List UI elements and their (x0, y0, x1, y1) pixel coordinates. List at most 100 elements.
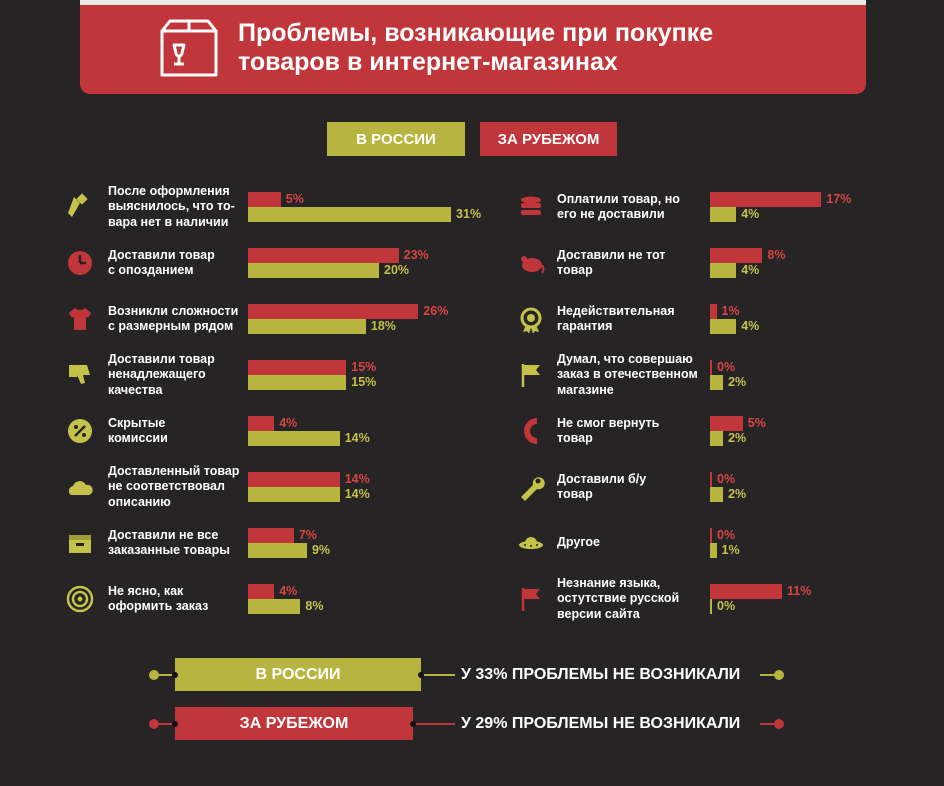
bar-russia (710, 207, 737, 222)
summary-abroad-line-left (154, 723, 175, 725)
bar-abroad (710, 528, 712, 543)
category-label: Незнание языка, остутствие русской верси… (557, 575, 680, 621)
bar-russia (710, 375, 724, 390)
summary-russia-node (172, 672, 178, 678)
magnet-icon (524, 418, 538, 444)
ufo-icon (519, 537, 543, 549)
bar-abroad (248, 528, 294, 543)
value-label-russia: 0% (717, 599, 736, 613)
bar-abroad (710, 472, 712, 487)
clock-icon (68, 251, 92, 275)
value-label-russia: 20% (384, 263, 410, 277)
value-label-abroad: 0% (717, 472, 736, 486)
bar-russia (710, 431, 724, 446)
value-label-abroad: 4% (279, 584, 298, 598)
page-title: Проблемы, возникающие при покупке товаро… (238, 19, 714, 76)
category-label: Не ясно, как оформить заказ (108, 583, 209, 614)
value-label-russia: 2% (728, 431, 747, 445)
bar-abroad (248, 248, 399, 263)
category-label: Доставили не все заказанные товары (108, 527, 230, 558)
bar-russia (710, 487, 724, 502)
bar-abroad (248, 304, 419, 319)
value-label-abroad: 1% (721, 304, 740, 318)
value-label-abroad: 11% (787, 584, 812, 598)
header-banner: Проблемы, возникающие при покупке товаро… (80, 5, 866, 94)
value-label-russia: 9% (311, 543, 331, 557)
summary-russia-label: В РОССИИ (175, 658, 421, 691)
summary-abroad-line-right (413, 723, 455, 725)
summary-abroad-dot-left (149, 719, 159, 729)
value-label-russia: 15% (351, 375, 377, 389)
value-label-abroad: 4% (279, 416, 298, 430)
bar-russia (248, 375, 347, 390)
value-label-abroad: 5% (285, 192, 304, 206)
value-label-russia: 4% (741, 319, 760, 333)
category-label: Возникли сложности с размерным рядом (108, 303, 239, 334)
target-icon (66, 585, 94, 613)
value-label-russia: 4% (741, 263, 760, 277)
flag-icon (521, 364, 540, 387)
category-label: Доставили не тот товар (557, 247, 666, 278)
value-label-russia: 18% (370, 319, 396, 333)
summary-abroad-label: ЗА РУБЕЖОМ (175, 707, 413, 740)
tshirt-icon (69, 308, 91, 330)
value-label-abroad: 26% (423, 304, 449, 318)
bar-abroad (248, 360, 347, 375)
summary-abroad-node (172, 721, 178, 727)
value-label-russia: 1% (721, 543, 740, 557)
summary-russia-dot-left (149, 670, 159, 680)
bar-russia (710, 263, 737, 278)
bar-russia (248, 207, 452, 222)
legend-russia: В РОССИИ (327, 122, 465, 156)
category-label: Другое (557, 535, 600, 550)
summary-abroad-line-end (760, 723, 778, 725)
bar-abroad (248, 416, 275, 431)
value-label-abroad: 5% (747, 416, 766, 430)
legend-abroad: ЗА РУБЕЖОМ (480, 122, 617, 156)
thumbs-down-icon (69, 365, 90, 384)
summary-russia-line-right (421, 674, 455, 676)
category-label: Оплатили товар, но его не доставили (557, 191, 680, 222)
value-label-russia: 14% (344, 431, 370, 445)
category-label: Доставили б/у товар (557, 471, 647, 502)
bar-abroad (710, 304, 717, 319)
box-icon (69, 535, 91, 553)
bar-abroad (248, 472, 340, 487)
value-label-abroad: 7% (298, 528, 317, 542)
category-label: Доставили товар ненадлежащего качества (108, 351, 215, 397)
bar-abroad (710, 584, 783, 599)
summary-russia-node-right (418, 672, 424, 678)
category-label: Доставили товар с опозданием (108, 247, 215, 278)
category-label: Думал, что совершаю заказ в отечественно… (557, 351, 698, 397)
flashlight-icon (68, 193, 88, 217)
bar-abroad (710, 248, 763, 263)
category-label: Скрытые комиссии (108, 415, 168, 446)
summary-abroad-node-right (410, 721, 416, 727)
value-label-abroad: 0% (717, 528, 736, 542)
summary-abroad-dot-right (774, 719, 784, 729)
bar-russia (248, 599, 301, 614)
summary-russia-line-left (154, 674, 175, 676)
bar-russia (710, 319, 737, 334)
value-label-russia: 8% (305, 599, 324, 613)
bar-russia (248, 263, 379, 278)
mouse-icon (521, 256, 545, 274)
value-label-russia: 31% (456, 207, 482, 221)
summary-russia-dot-right (774, 670, 784, 680)
bar-abroad (248, 192, 281, 207)
value-label-abroad: 8% (767, 248, 786, 262)
summary-russia-line-end (760, 674, 778, 676)
value-label-abroad: 17% (826, 192, 852, 206)
value-label-abroad: 15% (351, 360, 377, 374)
bar-abroad (248, 584, 275, 599)
bar-abroad (710, 360, 712, 375)
bar-russia (710, 543, 717, 558)
value-label-abroad: 0% (717, 360, 736, 374)
value-label-abroad: 14% (344, 472, 370, 486)
category-label: После оформления выяснилось, что то- вар… (108, 183, 235, 229)
value-label-abroad: 23% (403, 248, 429, 262)
cloud-icon (68, 481, 93, 495)
bar-russia (248, 431, 340, 446)
bar-abroad (710, 192, 822, 207)
value-label-russia: 2% (728, 375, 747, 389)
